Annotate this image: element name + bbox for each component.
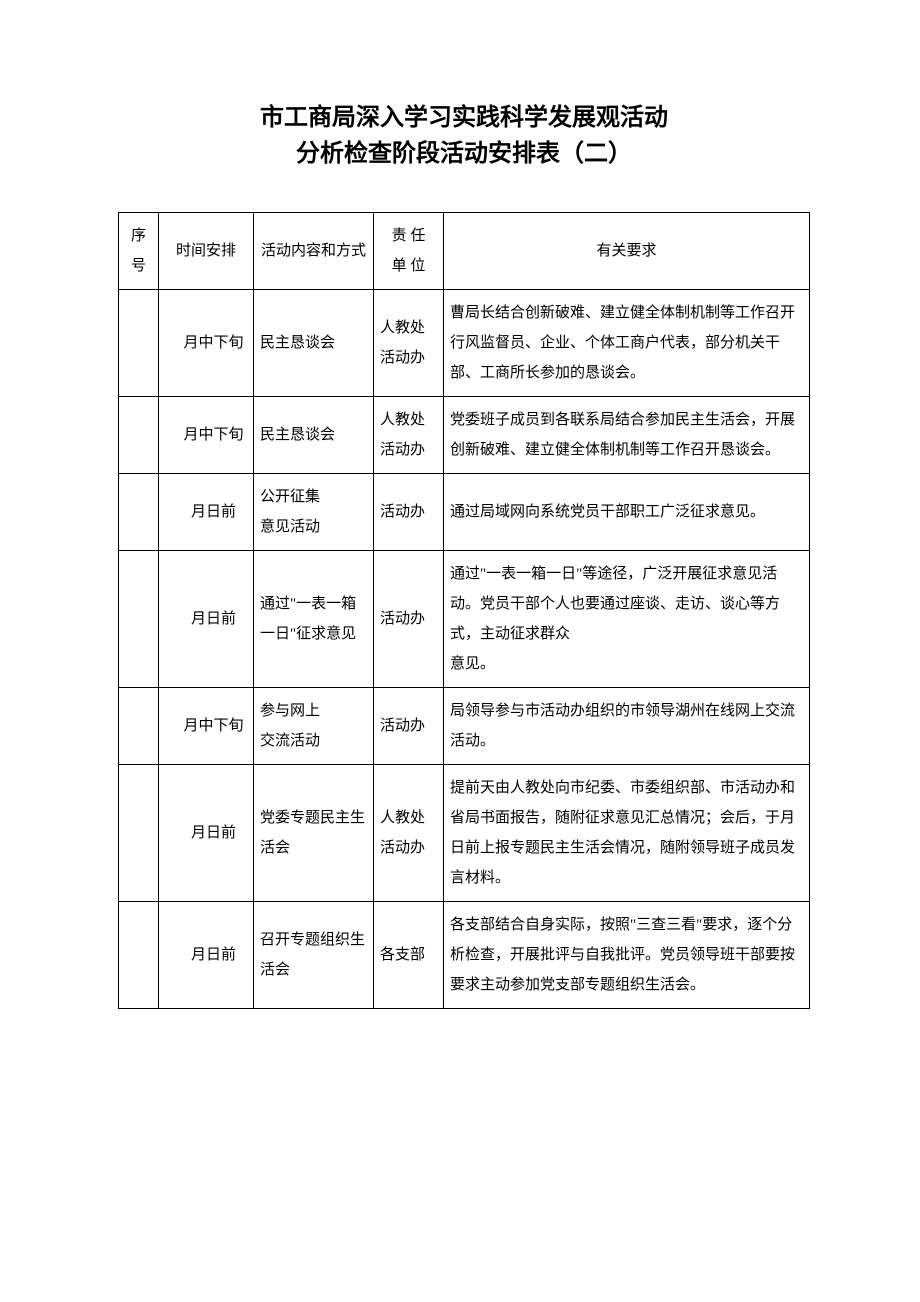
- cell-unit: 活动办: [374, 688, 444, 765]
- cell-time: 月日前: [159, 902, 254, 1009]
- cell-activity-line1: 参与网上: [260, 703, 320, 719]
- cell-requirement: 提前天由人教处向市纪委、市委组织部、市活动办和省局书面报告，随附征求意见汇总情况…: [444, 765, 810, 902]
- cell-requirement: 通过局域网向系统党员干部职工广泛征求意见。: [444, 474, 810, 551]
- cell-time: 月日前: [159, 474, 254, 551]
- table-row: 月日前 党委专题民主生活会 人教处活动办 提前天由人教处向市纪委、市委组织部、市…: [119, 765, 810, 902]
- table-header-row: 序号 时间安排 活动内容和方式 责 任 单 位 有关要求: [119, 213, 810, 290]
- cell-activity: 通过"一表一箱一日"征求意见: [254, 551, 374, 688]
- cell-activity-line2: 交流活动: [260, 733, 320, 749]
- cell-requirement: 各支部结合自身实际，按照"三查三看"要求，逐个分析检查，开展批评与自我批评。党员…: [444, 902, 810, 1009]
- cell-activity: 党委专题民主生活会: [254, 765, 374, 902]
- cell-seq: [119, 290, 159, 397]
- cell-activity-line1: 公开征集: [260, 489, 320, 505]
- table-row: 月中下旬 民主恳谈会 人教处活动办 曹局长结合创新破难、建立健全体制机制等工作召…: [119, 290, 810, 397]
- cell-seq: [119, 474, 159, 551]
- title-line-2: 分析检查阶段活动安排表（二）: [118, 136, 810, 172]
- header-unit: 责 任 单 位: [374, 213, 444, 290]
- header-requirement: 有关要求: [444, 213, 810, 290]
- cell-activity: 公开征集 意见活动: [254, 474, 374, 551]
- table-row: 月日前 召开专题组织生活会 各支部 各支部结合自身实际，按照"三查三看"要求，逐…: [119, 902, 810, 1009]
- header-activity: 活动内容和方式: [254, 213, 374, 290]
- cell-time: 月日前: [159, 765, 254, 902]
- cell-unit: 人教处活动办: [374, 397, 444, 474]
- cell-activity: 参与网上 交流活动: [254, 688, 374, 765]
- title-line-1: 市工商局深入学习实践科学发展观活动: [118, 100, 810, 136]
- cell-seq: [119, 397, 159, 474]
- cell-requirement: 曹局长结合创新破难、建立健全体制机制等工作召开行风监督员、企业、个体工商户代表，…: [444, 290, 810, 397]
- cell-activity: 民主恳谈会: [254, 397, 374, 474]
- cell-seq: [119, 902, 159, 1009]
- cell-time: 月日前: [159, 551, 254, 688]
- schedule-table: 序号 时间安排 活动内容和方式 责 任 单 位 有关要求 月中下旬 民主恳谈会 …: [118, 212, 810, 1009]
- cell-time: 月中下旬: [159, 688, 254, 765]
- header-unit-line1: 责 任: [392, 228, 426, 244]
- cell-requirement: 局领导参与市活动办组织的市领导湖州在线网上交流活动。: [444, 688, 810, 765]
- header-seq: 序号: [119, 213, 159, 290]
- cell-unit: 人教处活动办: [374, 290, 444, 397]
- cell-requirement: 通过"一表一箱一日"等途径，广泛开展征求意见活动。党员干部个人也要通过座谈、走访…: [444, 551, 810, 688]
- cell-seq: [119, 688, 159, 765]
- header-unit-line2: 单 位: [392, 258, 426, 274]
- cell-req-line2: 意见。: [450, 656, 495, 672]
- cell-activity-line2: 意见活动: [260, 519, 320, 535]
- cell-seq: [119, 551, 159, 688]
- cell-activity: 民主恳谈会: [254, 290, 374, 397]
- table-row: 月中下旬 民主恳谈会 人教处活动办 党委班子成员到各联系局结合参加民主生活会，开…: [119, 397, 810, 474]
- cell-unit: 活动办: [374, 551, 444, 688]
- header-time: 时间安排: [159, 213, 254, 290]
- cell-seq: [119, 765, 159, 902]
- cell-time: 月中下旬: [159, 290, 254, 397]
- cell-unit: 活动办: [374, 474, 444, 551]
- cell-unit: 各支部: [374, 902, 444, 1009]
- cell-time: 月中下旬: [159, 397, 254, 474]
- table-row: 月日前 公开征集 意见活动 活动办 通过局域网向系统党员干部职工广泛征求意见。: [119, 474, 810, 551]
- cell-activity: 召开专题组织生活会: [254, 902, 374, 1009]
- cell-unit: 人教处活动办: [374, 765, 444, 902]
- cell-req-line1: 通过"一表一箱一日"等途径，广泛开展征求意见活动。党员干部个人也要通过座谈、走访…: [450, 566, 780, 642]
- table-row: 月中下旬 参与网上 交流活动 活动办 局领导参与市活动办组织的市领导湖州在线网上…: [119, 688, 810, 765]
- document-title: 市工商局深入学习实践科学发展观活动 分析检查阶段活动安排表（二）: [118, 100, 810, 172]
- table-row: 月日前 通过"一表一箱一日"征求意见 活动办 通过"一表一箱一日"等途径，广泛开…: [119, 551, 810, 688]
- cell-requirement: 党委班子成员到各联系局结合参加民主生活会，开展创新破难、建立健全体制机制等工作召…: [444, 397, 810, 474]
